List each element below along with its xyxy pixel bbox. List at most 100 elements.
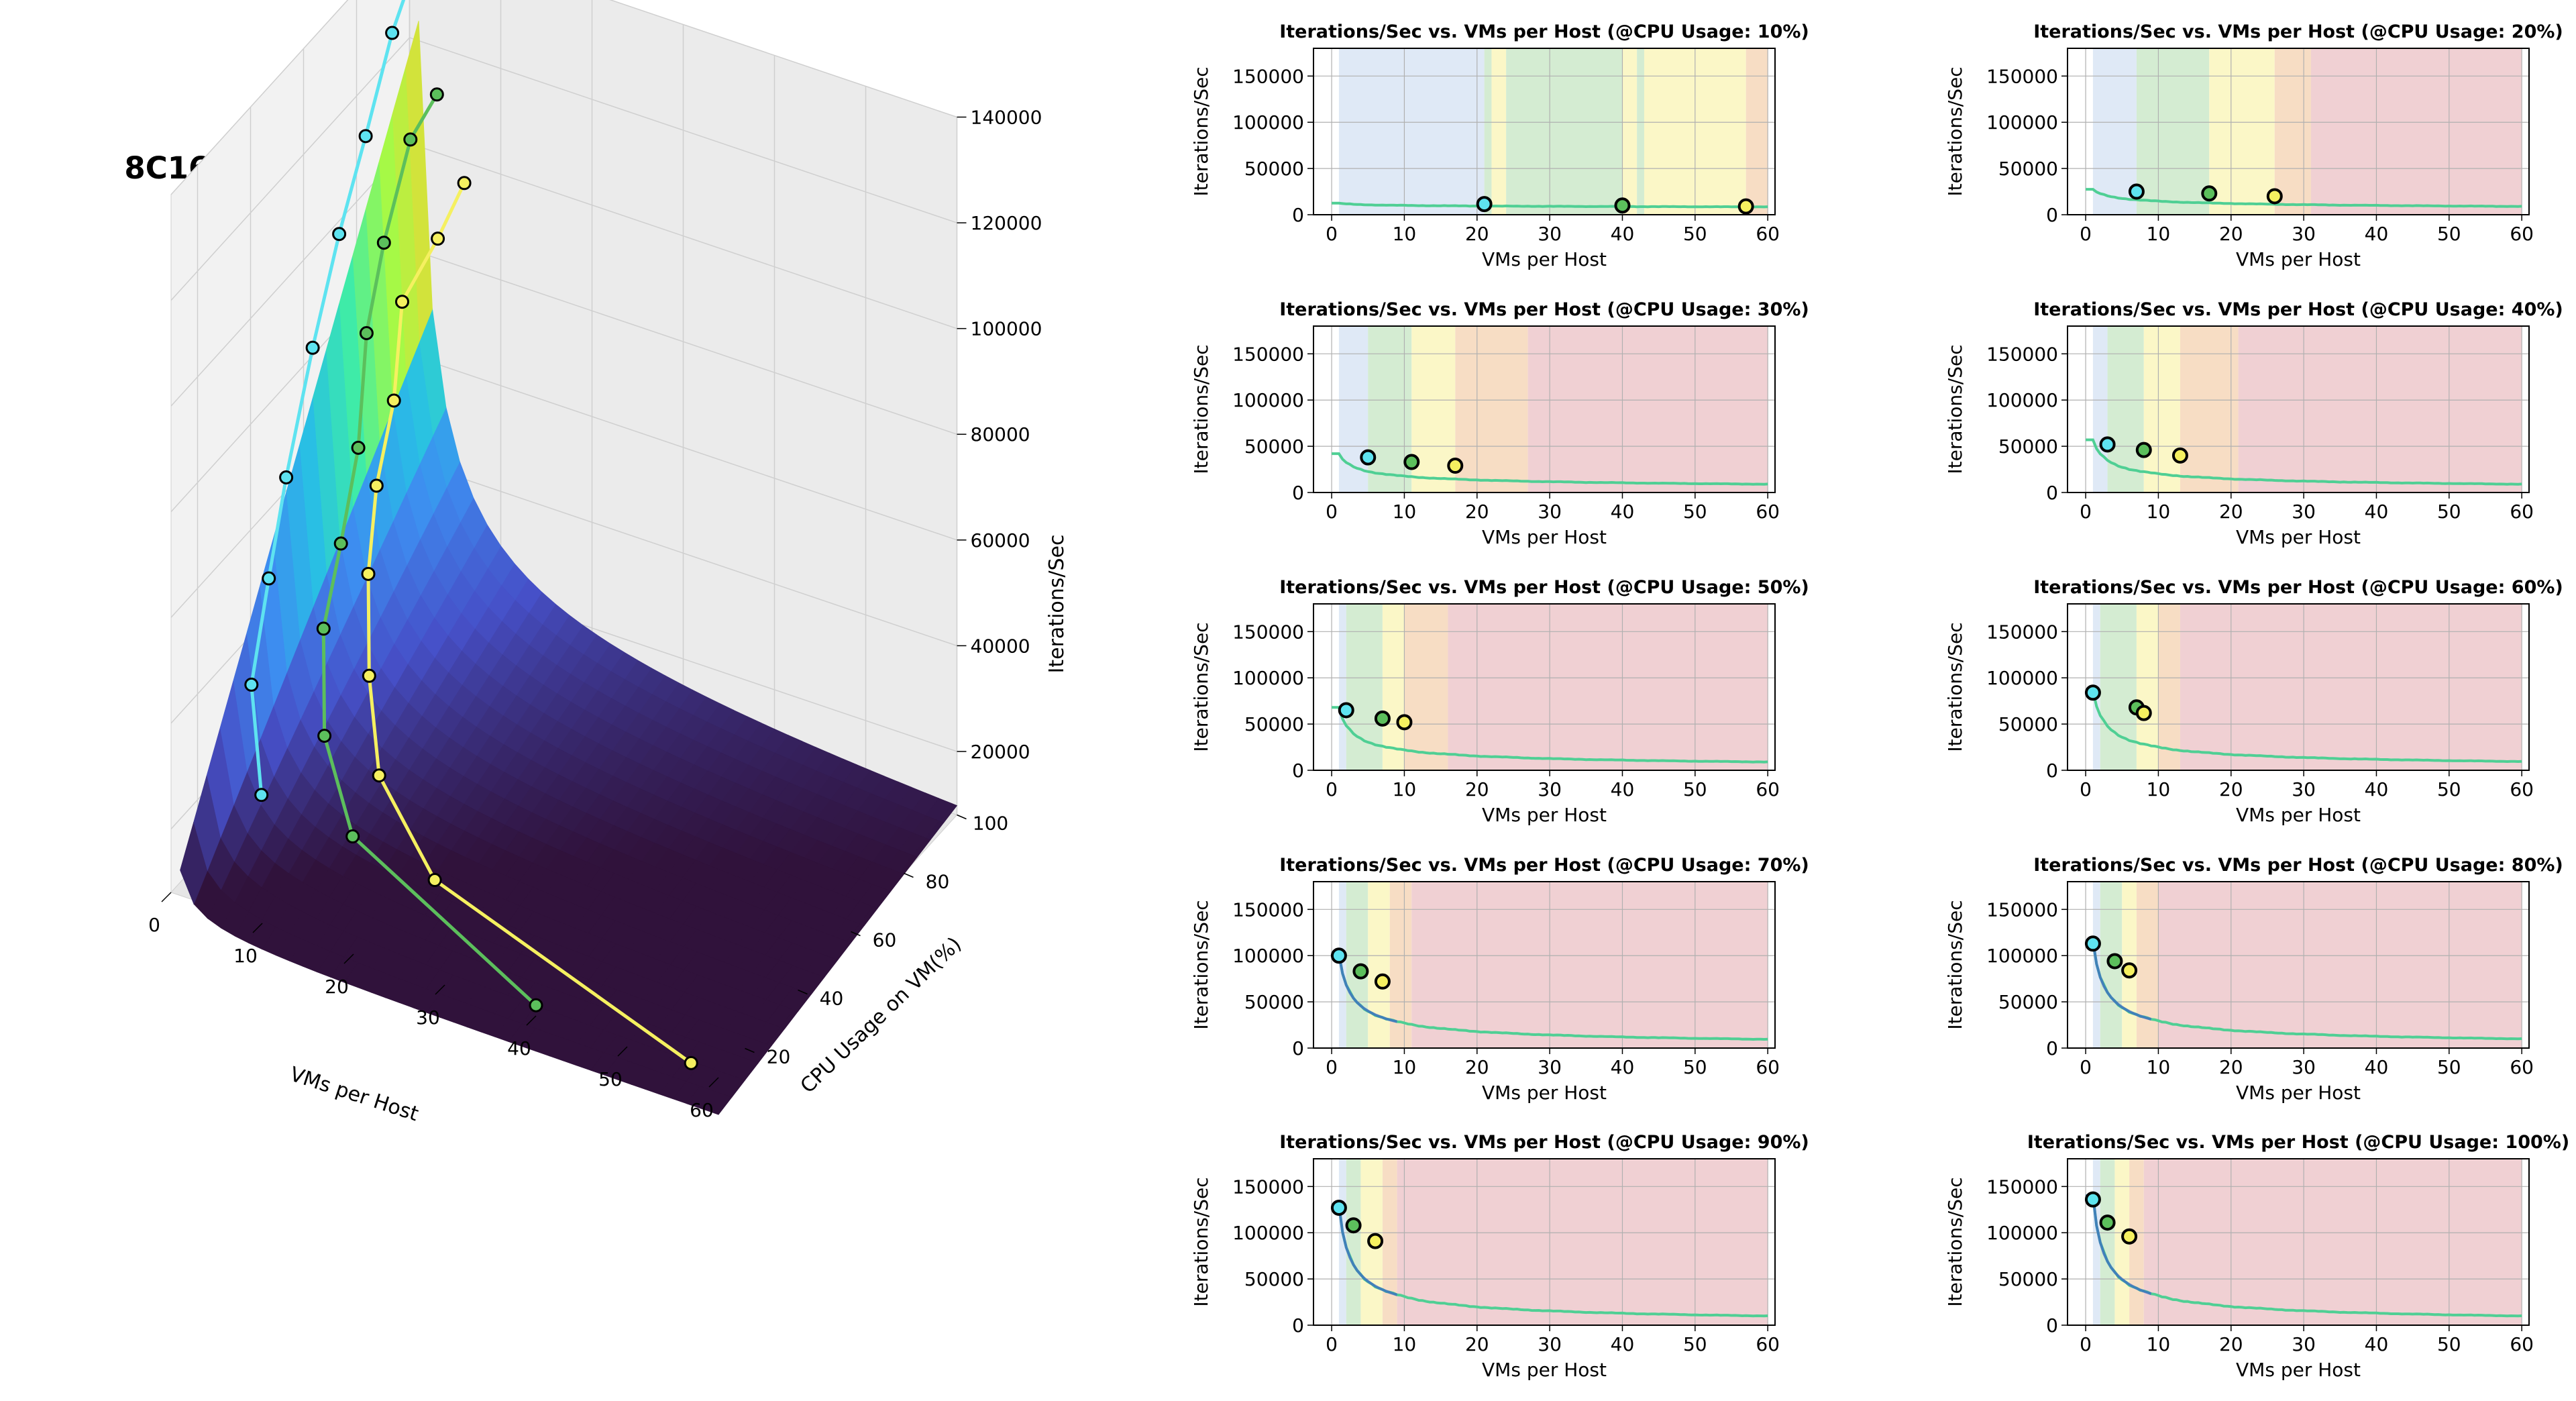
iterations-curve (1332, 1203, 1768, 1318)
subplot-cpu-50: 0 10 20 30 40 50 60 0 50000 100000 150000 Iteration… (1190, 577, 1809, 826)
x-tick-label: 0 (2080, 223, 2092, 245)
iterations-curve (2086, 438, 2522, 486)
y-axis-label: Iterations/Sec (1944, 622, 1966, 751)
z-tick-label: 120000 (971, 212, 1042, 234)
x-axis-label: VMs per Host (287, 1063, 422, 1127)
y-tick-label: 50000 (1244, 158, 1304, 180)
y-tick-label: 0 (1292, 760, 1304, 782)
series-marker (351, 440, 366, 455)
series-marker (345, 829, 360, 844)
threshold-marker (1396, 714, 1413, 731)
plot-frame (2067, 603, 2530, 771)
x-tick-label: 20 (1465, 223, 1489, 245)
x-tick-label: 50 (1683, 501, 1707, 523)
x-tick-label: 30 (2292, 1333, 2316, 1355)
x-tick-label: 10 (233, 945, 258, 967)
y-tick-label: 100000 (1232, 111, 1304, 134)
band-orange (1746, 48, 1768, 215)
subplot-title: Iterations/Sec vs. VMs per Host (@CPU Us… (2033, 577, 2563, 598)
band-yellow (1491, 48, 1507, 215)
band-red (1448, 604, 1768, 770)
surface-patch (180, 822, 208, 905)
iterations-curve (2086, 1194, 2522, 1318)
x-tick-label: 10 (2147, 1056, 2171, 1078)
band-orange (2129, 1159, 2144, 1325)
series-line-1 (321, 93, 537, 1007)
y-tick-label: 50000 (1244, 991, 1304, 1013)
subplot-cpu-90: 0 10 20 30 40 50 60 0 50000 100000 150000 Iteration… (1190, 1132, 1809, 1381)
band-blue (1338, 48, 1485, 215)
x-tick-label: 50 (1683, 223, 1707, 245)
band-yellow (1382, 604, 1405, 770)
x-tick-label: 60 (2510, 1333, 2534, 1355)
y-tick-label: 150000 (1232, 1176, 1304, 1198)
x-axis-label: VMs per Host (2236, 248, 2361, 270)
x-tick-label: 10 (1393, 501, 1417, 523)
tick (708, 1077, 719, 1088)
y-tick-label: 150000 (1232, 65, 1304, 87)
tick (957, 814, 967, 820)
x-tick-label: 20 (2219, 1056, 2243, 1078)
series-marker (376, 236, 391, 250)
x-tick-label: 60 (2510, 501, 2534, 523)
x-axis-label: VMs per Host (1482, 1082, 1607, 1104)
x-tick-label: 0 (148, 914, 160, 936)
band-blue (1338, 604, 1346, 770)
y-tick-label: 150000 (1232, 898, 1304, 921)
y-tick-label: 100000 (1986, 111, 2058, 134)
x-tick-label: 30 (1538, 778, 1562, 800)
y-axis-label: Iterations/Sec (1944, 66, 1966, 196)
threshold-marker (2121, 1228, 2138, 1245)
x-tick-label: 40 (2365, 1056, 2389, 1078)
series-marker (372, 768, 386, 783)
threshold-marker (1447, 458, 1464, 474)
x-tick-label: 50 (598, 1068, 623, 1090)
y-tick-label: 0 (1292, 482, 1304, 504)
y-tick-label: 40 (820, 988, 844, 1010)
series-marker (317, 729, 332, 743)
x-tick-label: 10 (1393, 1333, 1417, 1355)
band-orange (1455, 326, 1528, 492)
z-tick-label: 40000 (971, 635, 1030, 657)
iterations-curve-steep (1332, 1203, 1398, 1296)
series-marker (395, 295, 409, 309)
band-blue (1338, 882, 1346, 1048)
x-tick-label: 30 (2292, 223, 2316, 245)
series-marker (431, 231, 445, 246)
y-tick-label: 100000 (1232, 667, 1304, 689)
series-marker (386, 393, 401, 408)
subplot-cpu-100: 0 10 20 30 40 50 60 0 50000 100000 150000 Iteration… (1944, 1132, 2569, 1381)
threshold-marker (2135, 705, 2152, 721)
x-tick-label: 20 (1465, 501, 1489, 523)
subplot-title: Iterations/Sec vs. VMs per Host (@CPU Us… (2033, 299, 2563, 320)
threshold-marker (1374, 973, 1391, 990)
z-tick-label: 100000 (971, 318, 1042, 340)
z-tick-label: 80000 (971, 423, 1030, 446)
band-green (1484, 48, 1492, 215)
y-tick-label: 100000 (1986, 389, 2058, 411)
plot-frame (2067, 881, 2530, 1049)
y-tick-label: 100000 (1232, 1222, 1304, 1244)
y-axis-label: Iterations/Sec (1944, 900, 1966, 1029)
x-tick-label: 20 (2219, 778, 2243, 800)
threshold-marker (2171, 447, 2188, 464)
x-tick-label: 30 (1538, 501, 1562, 523)
x-axis-label: VMs per Host (2236, 804, 2361, 826)
y-tick-label: 0 (2046, 204, 2058, 226)
x-tick-label: 0 (1326, 1333, 1338, 1355)
x-axis-label: VMs per Host (2236, 1082, 2361, 1104)
band-yellow (2143, 326, 2180, 492)
x-tick-label: 60 (1756, 223, 1780, 245)
x-tick-label: 30 (2292, 1056, 2316, 1078)
band-red (1397, 1159, 1768, 1325)
series-line-2 (366, 182, 692, 1065)
x-tick-label: 10 (1393, 1056, 1417, 1078)
threshold-marker (1345, 1217, 1362, 1234)
x-tick-label: 40 (1611, 1333, 1635, 1355)
series-marker (529, 998, 543, 1013)
series-marker (429, 87, 444, 102)
x-tick-label: 20 (2219, 223, 2243, 245)
x-tick-label: 40 (507, 1037, 531, 1059)
x-tick-label: 60 (1756, 778, 1780, 800)
